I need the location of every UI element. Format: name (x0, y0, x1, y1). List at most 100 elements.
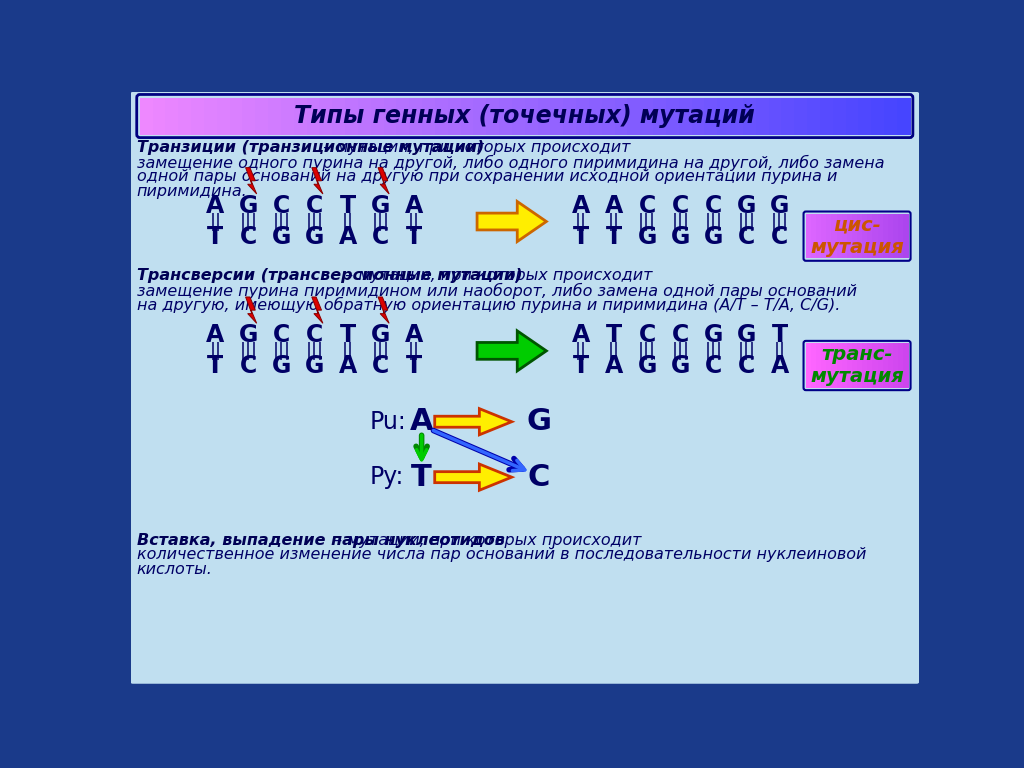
Text: замещение одного пурина на другой, либо одного пиримидина на другой, либо замена: замещение одного пурина на другой, либо … (137, 154, 884, 170)
Polygon shape (477, 331, 547, 371)
Text: |||: ||| (705, 213, 723, 230)
Bar (512, 98, 525, 134)
Bar (679, 98, 692, 134)
Text: замещение пурина пиримидином или наоборот, либо замена одной пары оснований: замещение пурина пиримидином или наоборо… (137, 283, 857, 299)
Text: A: A (206, 194, 224, 218)
Text: A: A (571, 194, 590, 218)
Text: T: T (412, 462, 432, 492)
Text: A: A (410, 407, 433, 436)
Bar (833, 98, 847, 134)
Text: |||: ||| (638, 342, 656, 360)
Text: ||: || (408, 213, 420, 230)
Text: C: C (639, 323, 655, 347)
Text: A: A (206, 323, 224, 347)
Bar (640, 98, 654, 134)
Text: Транзиции (транзиционные мутации): Транзиции (транзиционные мутации) (137, 140, 484, 155)
Text: пиримидина.: пиримидина. (137, 184, 248, 199)
Bar (862, 214, 868, 259)
Bar (178, 98, 191, 134)
Text: A: A (339, 354, 356, 379)
Text: C: C (306, 323, 324, 347)
Text: T: T (606, 225, 623, 249)
Text: |||: ||| (771, 213, 788, 230)
Text: одной пары оснований на другую при сохранении исходной ориентации пурина и: одной пары оснований на другую при сохра… (137, 169, 837, 184)
Bar (473, 98, 487, 134)
Bar (816, 214, 822, 259)
Bar (816, 343, 822, 388)
Bar (831, 214, 838, 259)
Bar (435, 98, 449, 134)
Bar (903, 343, 909, 388)
Text: количественное изменение числа пар оснований в последовательности нуклеиновой: количественное изменение числа пар основ… (137, 548, 866, 562)
Bar (268, 98, 282, 134)
Text: T: T (573, 354, 589, 379)
Text: A: A (770, 354, 788, 379)
Text: ||: || (575, 213, 587, 230)
Text: T: T (340, 323, 355, 347)
Bar (893, 343, 899, 388)
Text: T: T (772, 323, 787, 347)
Bar (811, 214, 817, 259)
Text: C: C (240, 225, 257, 249)
Bar (577, 98, 590, 134)
Bar (345, 98, 358, 134)
Bar (461, 98, 474, 134)
Text: C: C (672, 323, 689, 347)
Text: ||: || (408, 342, 420, 360)
Text: на другую, имеющую обратную ориентацию пурина и пиримидина (А/Т – Т/А, С/G).: на другую, имеющую обратную ориентацию п… (137, 297, 840, 313)
Bar (691, 98, 706, 134)
Polygon shape (435, 464, 512, 490)
Polygon shape (246, 167, 257, 194)
Bar (666, 98, 680, 134)
Text: C: C (372, 225, 389, 249)
Text: C: C (272, 323, 290, 347)
Text: ||: || (209, 342, 221, 360)
Bar (294, 98, 307, 134)
Bar (140, 98, 154, 134)
Text: C: C (705, 194, 722, 218)
Text: |||: ||| (305, 213, 324, 230)
Polygon shape (378, 297, 389, 323)
Text: G: G (239, 194, 258, 218)
Text: A: A (404, 323, 423, 347)
Text: |||: ||| (672, 213, 689, 230)
Bar (717, 98, 731, 134)
Text: C: C (672, 194, 689, 218)
Bar (756, 98, 769, 134)
Bar (867, 343, 873, 388)
Text: G: G (305, 354, 325, 379)
Bar (705, 98, 718, 134)
Text: C: C (738, 225, 755, 249)
Bar (883, 343, 889, 388)
Bar (898, 214, 904, 259)
Bar (743, 98, 757, 134)
Text: T: T (340, 194, 355, 218)
Text: G: G (703, 323, 723, 347)
FancyBboxPatch shape (128, 90, 922, 686)
Text: C: C (771, 225, 788, 249)
Bar (893, 214, 899, 259)
Text: ||: || (575, 342, 587, 360)
Bar (858, 98, 872, 134)
Bar (306, 98, 321, 134)
Text: ||: || (342, 342, 353, 360)
Bar (589, 98, 602, 134)
Text: T: T (406, 354, 422, 379)
Bar (872, 214, 879, 259)
Text: |||: ||| (638, 213, 656, 230)
Bar (730, 98, 743, 134)
Bar (872, 343, 879, 388)
Text: ||: || (774, 342, 785, 360)
Text: T: T (406, 225, 422, 249)
Bar (806, 214, 812, 259)
Bar (897, 98, 910, 134)
Text: G: G (638, 354, 657, 379)
Bar (884, 98, 898, 134)
Bar (602, 98, 615, 134)
Bar (826, 214, 833, 259)
Text: |||: ||| (737, 342, 756, 360)
Text: T: T (207, 354, 223, 379)
Text: G: G (239, 323, 258, 347)
Bar (563, 98, 577, 134)
Bar (871, 98, 885, 134)
